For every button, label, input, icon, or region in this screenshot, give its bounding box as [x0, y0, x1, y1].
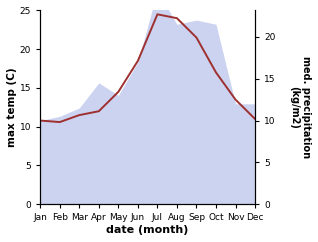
- Y-axis label: med. precipitation
(kg/m2): med. precipitation (kg/m2): [289, 56, 311, 159]
- Y-axis label: max temp (C): max temp (C): [7, 68, 17, 147]
- X-axis label: date (month): date (month): [107, 225, 189, 235]
